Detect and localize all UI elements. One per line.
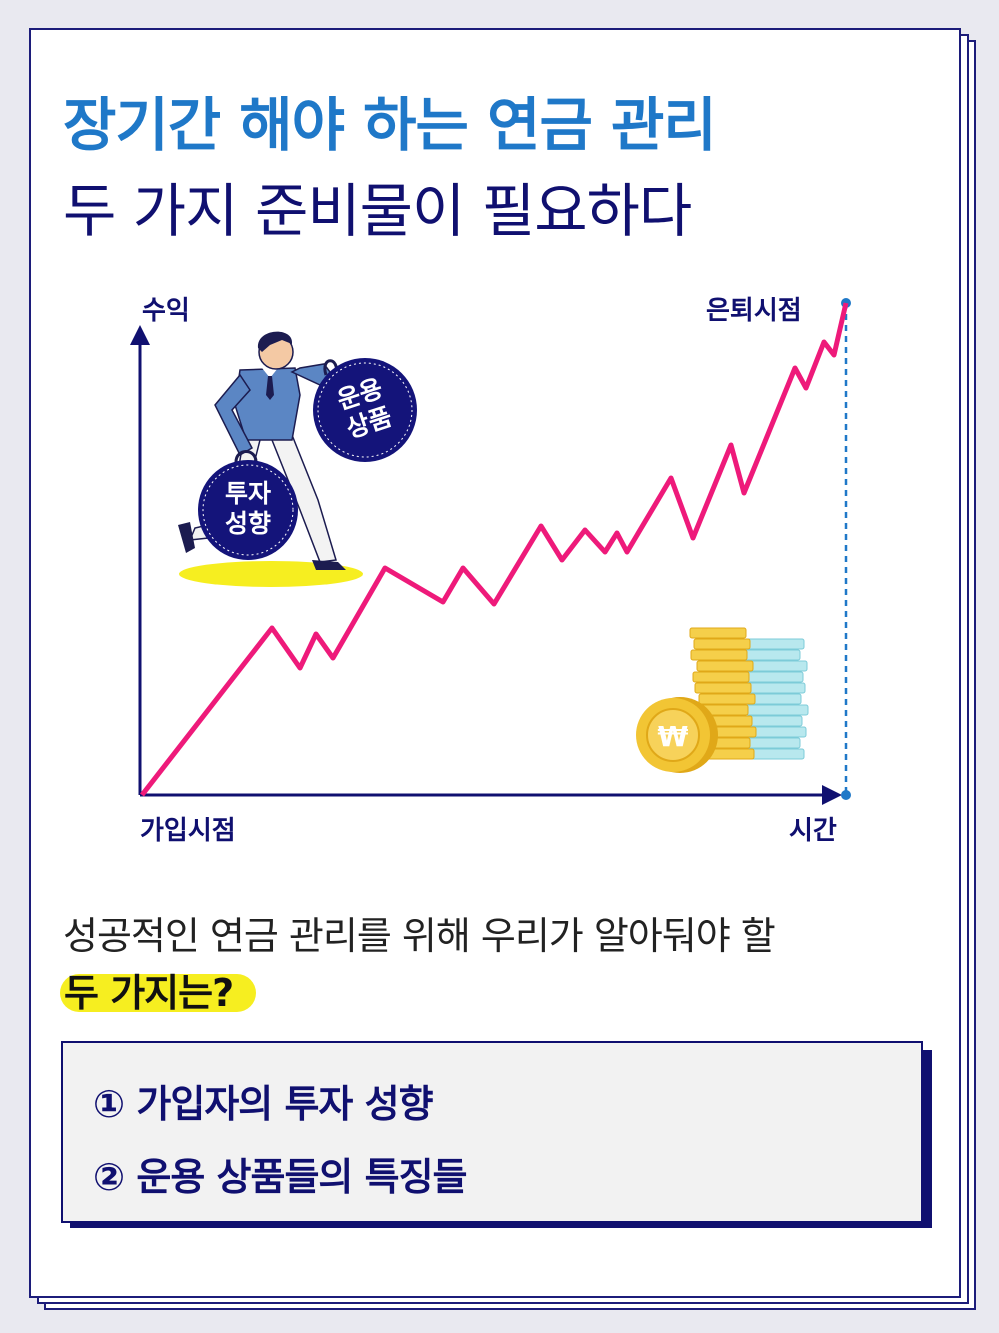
won-symbol: ₩ — [658, 720, 689, 753]
coin — [693, 638, 751, 650]
coin — [740, 671, 804, 683]
coin — [692, 671, 750, 683]
coin — [742, 682, 806, 694]
answer-box: ① 가입자의 투자 성향 ② 운용 상품들의 특징들 — [61, 1041, 923, 1223]
man-figure — [178, 331, 346, 570]
coin — [698, 693, 756, 705]
answer-item-2: ② 운용 상품들의 특징들 — [93, 1155, 468, 1199]
coin — [694, 682, 752, 694]
question-line-1: 성공적인 연금 관리를 위해 우리가 알아둬야 할 — [63, 914, 776, 958]
title-line-1: 장기간 해야 하는 연금 관리 — [63, 91, 717, 159]
coin — [741, 638, 805, 650]
x-axis-end-dot — [841, 790, 851, 800]
answer-item-1: ① 가입자의 투자 성향 — [93, 1082, 434, 1126]
weight-left-label-1: 투자 — [225, 479, 271, 508]
growth-line — [140, 302, 849, 797]
x-axis-label: 시간 — [789, 816, 837, 846]
coin — [744, 660, 808, 672]
question-line-2: 두 가지는? — [64, 971, 234, 1015]
start-point-label: 가입시점 — [140, 816, 236, 846]
end-point-label: 은퇴시점 — [706, 296, 802, 326]
coin — [745, 704, 809, 716]
weight-right — [313, 358, 417, 462]
question-line-2-wrap: 두 가지는? — [60, 962, 256, 1015]
weight-left — [198, 460, 298, 560]
y-axis-arrow — [130, 325, 150, 345]
title-line-2: 두 가지 준비물이 필요하다 — [63, 177, 692, 245]
weight-left-label-2: 성향 — [225, 509, 271, 538]
coin — [696, 660, 754, 672]
coin-stacks — [689, 627, 809, 760]
x-axis-arrow — [822, 785, 842, 805]
coin — [689, 627, 747, 639]
coin — [690, 649, 748, 661]
y-axis-label: 수익 — [142, 296, 190, 326]
highlight-marker — [60, 974, 256, 1012]
